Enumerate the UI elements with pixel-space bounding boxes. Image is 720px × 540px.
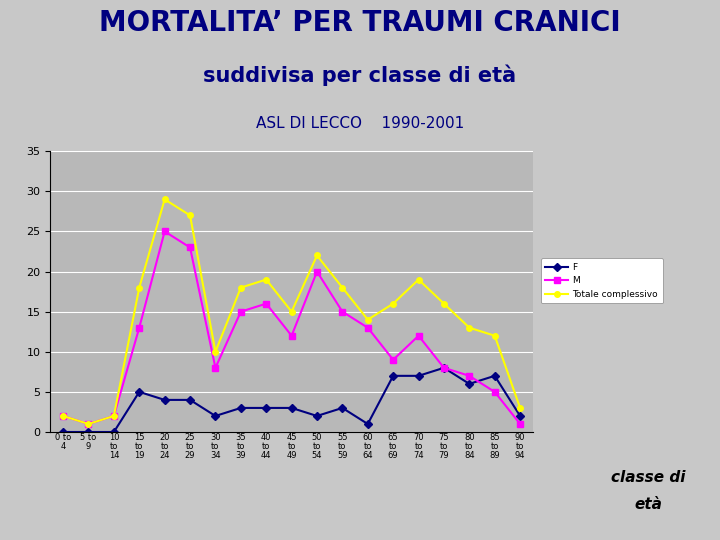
Totale complessivo xyxy=(440,300,449,307)
Text: classe di: classe di xyxy=(611,470,685,485)
M xyxy=(312,268,321,275)
Legend: F, M, Totale complessivo: F, M, Totale complessivo xyxy=(541,258,662,303)
Totale complessivo xyxy=(287,308,296,315)
Totale complessivo xyxy=(186,212,194,219)
Line: Totale complessivo: Totale complessivo xyxy=(60,197,523,427)
Totale complessivo xyxy=(161,196,169,202)
Text: MORTALITA’ PER TRAUMI CRANICI: MORTALITA’ PER TRAUMI CRANICI xyxy=(99,9,621,37)
M xyxy=(262,300,271,307)
F xyxy=(465,381,474,387)
M xyxy=(211,364,220,371)
F xyxy=(516,413,524,419)
M xyxy=(135,325,143,331)
Text: età: età xyxy=(634,497,662,512)
F xyxy=(236,404,245,411)
F xyxy=(211,413,220,419)
F xyxy=(186,397,194,403)
F xyxy=(490,373,499,379)
M xyxy=(490,389,499,395)
Text: suddivisa per classe di età: suddivisa per classe di età xyxy=(204,65,516,86)
F xyxy=(84,429,93,435)
M xyxy=(364,325,372,331)
F xyxy=(414,373,423,379)
F xyxy=(287,404,296,411)
M xyxy=(414,333,423,339)
Totale complessivo xyxy=(516,404,524,411)
Totale complessivo xyxy=(364,316,372,323)
Line: M: M xyxy=(60,228,523,427)
M xyxy=(338,308,347,315)
Totale complessivo xyxy=(236,285,245,291)
F xyxy=(161,397,169,403)
Text: ASL DI LECCO    1990-2001: ASL DI LECCO 1990-2001 xyxy=(256,117,464,131)
M xyxy=(84,421,93,427)
F xyxy=(440,364,449,371)
Totale complessivo xyxy=(262,276,271,283)
F xyxy=(364,421,372,427)
F xyxy=(312,413,321,419)
F xyxy=(262,404,271,411)
F xyxy=(109,429,118,435)
Totale complessivo xyxy=(135,285,143,291)
Totale complessivo xyxy=(490,333,499,339)
Totale complessivo xyxy=(84,421,93,427)
F xyxy=(389,373,397,379)
M xyxy=(109,413,118,419)
M xyxy=(516,421,524,427)
Totale complessivo xyxy=(389,300,397,307)
F xyxy=(59,429,68,435)
M xyxy=(440,364,449,371)
Totale complessivo xyxy=(338,285,347,291)
Totale complessivo xyxy=(109,413,118,419)
Totale complessivo xyxy=(312,252,321,259)
M xyxy=(465,373,474,379)
M xyxy=(186,244,194,251)
M xyxy=(389,356,397,363)
Totale complessivo xyxy=(59,413,68,419)
Line: F: F xyxy=(60,365,523,435)
M xyxy=(236,308,245,315)
F xyxy=(338,404,347,411)
F xyxy=(135,389,143,395)
Totale complessivo xyxy=(211,348,220,355)
M xyxy=(161,228,169,235)
M xyxy=(287,333,296,339)
Totale complessivo xyxy=(414,276,423,283)
Totale complessivo xyxy=(465,325,474,331)
M xyxy=(59,413,68,419)
